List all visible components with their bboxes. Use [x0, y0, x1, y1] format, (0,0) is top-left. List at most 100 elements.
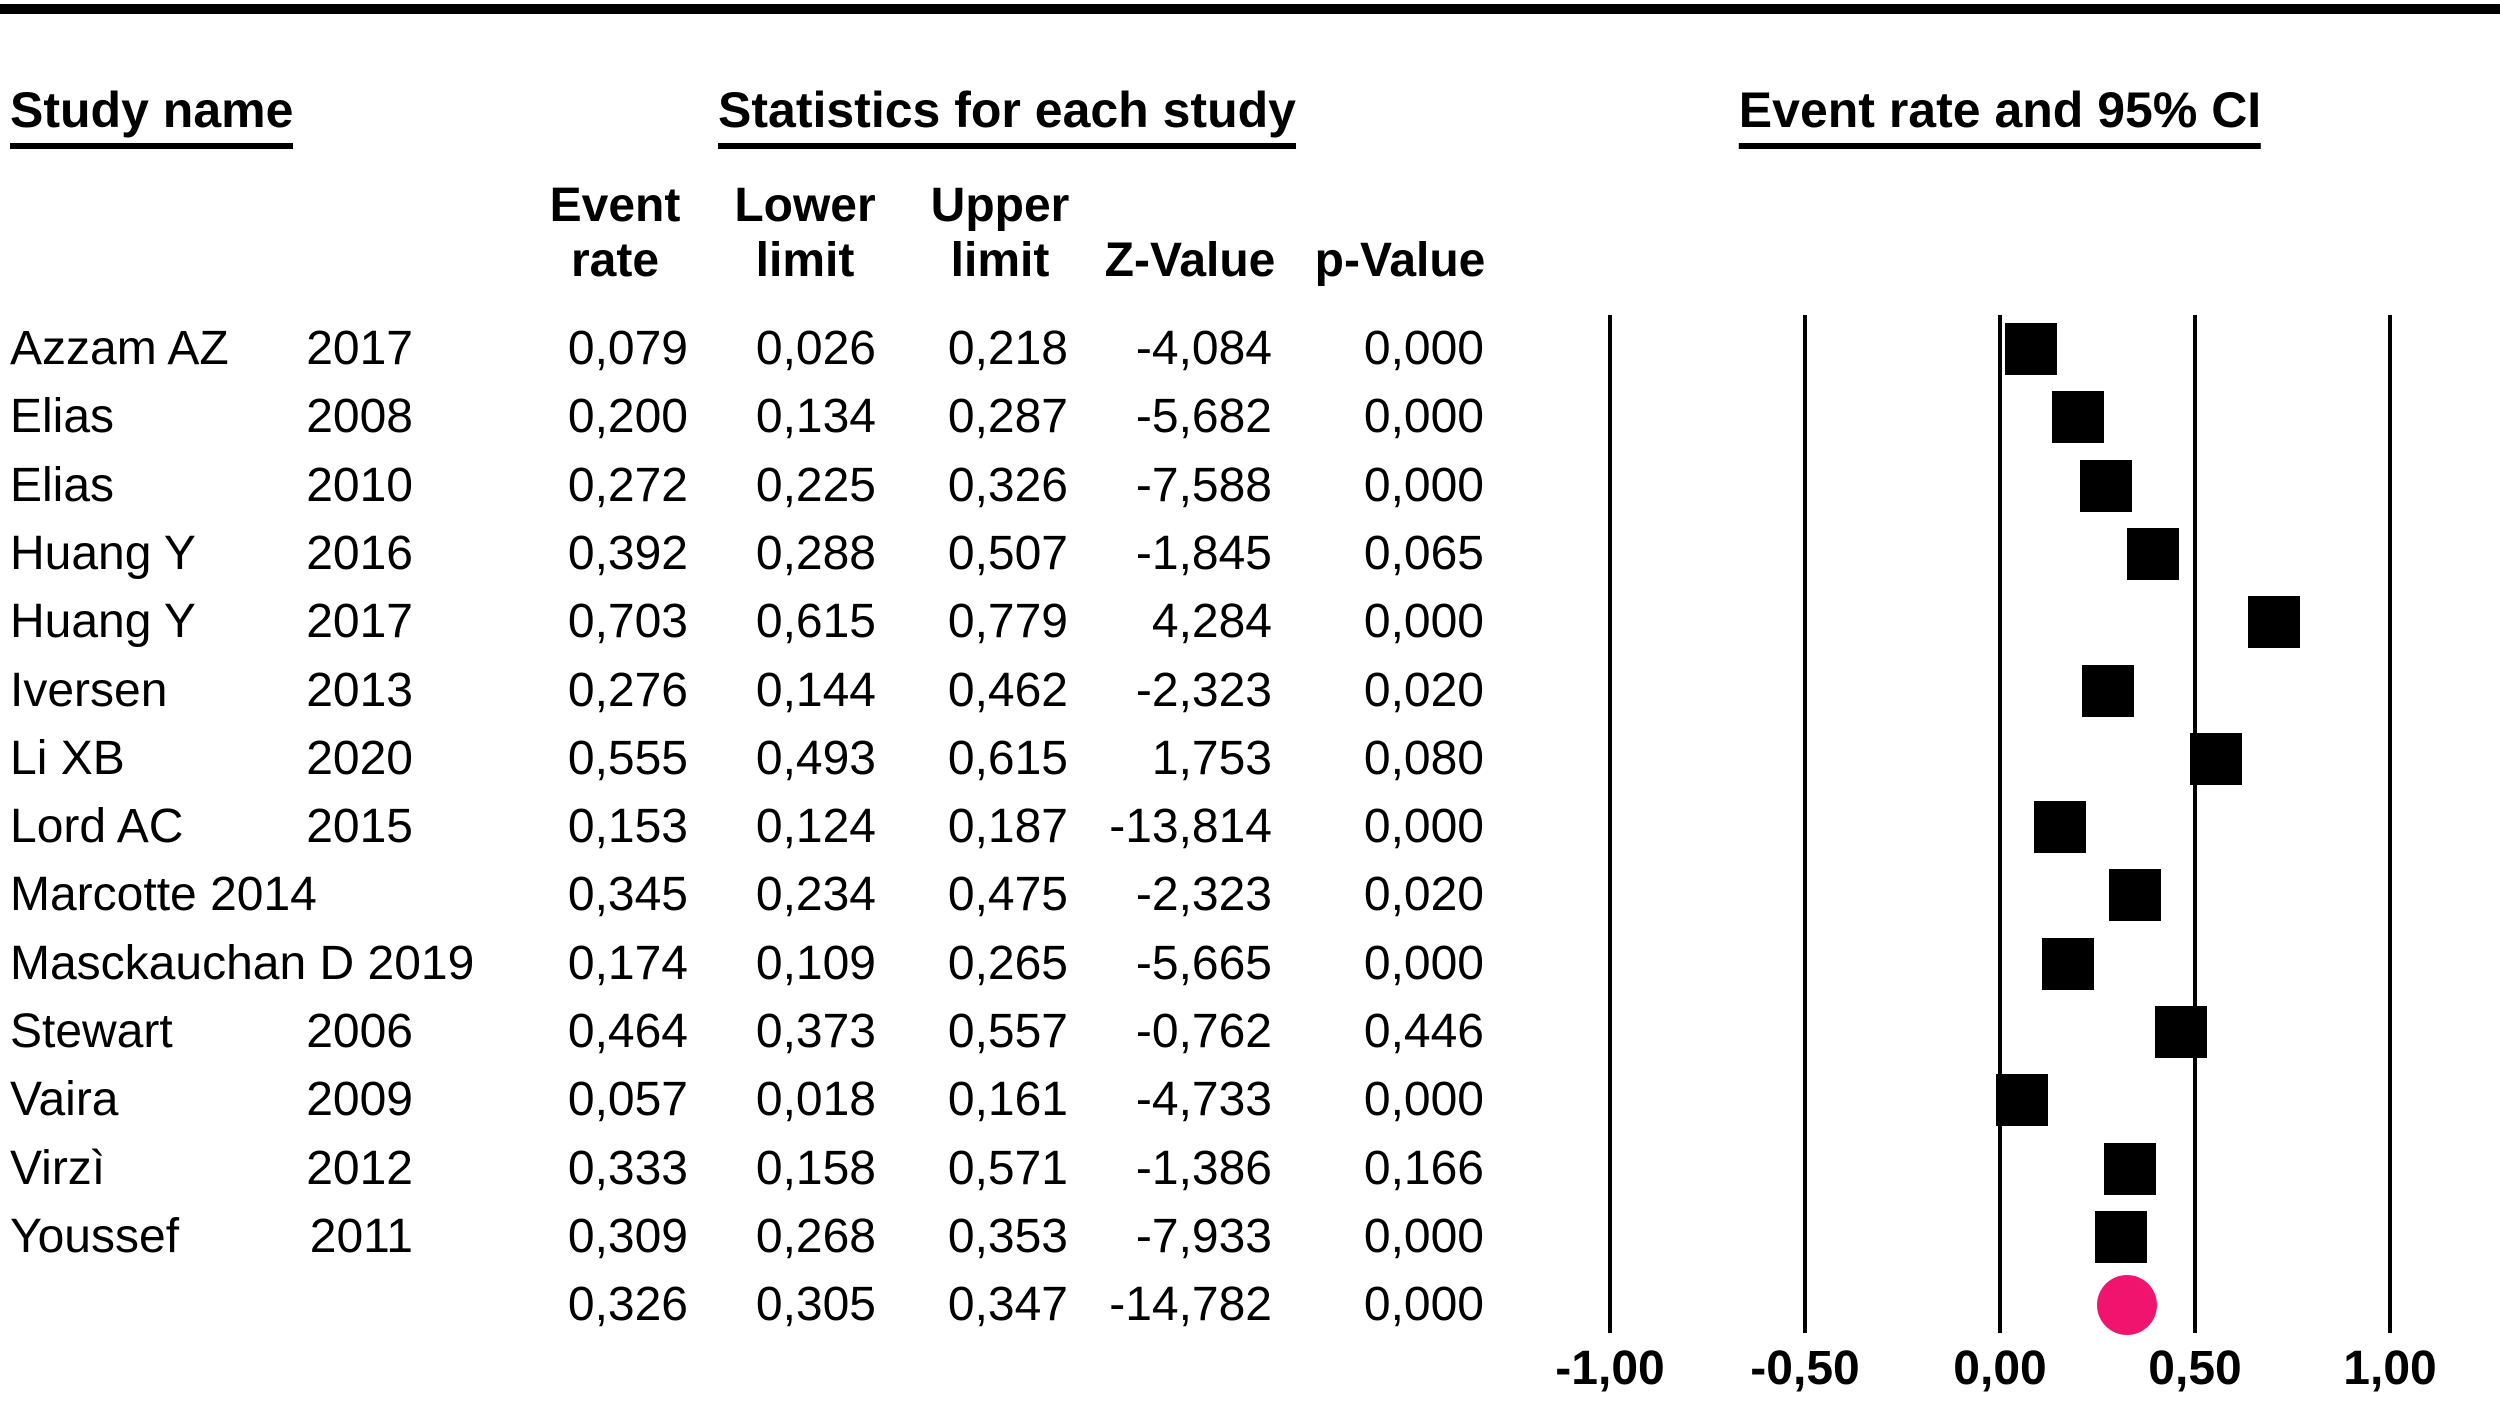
z-value: -2,323: [1135, 868, 1272, 921]
event-rate-value: 0,272: [567, 459, 688, 512]
p-value: 0,020: [1363, 664, 1484, 717]
event-rate-value: 0,326: [567, 1278, 688, 1331]
lower-limit-value: 0,234: [755, 868, 876, 921]
col-header-event: Event: [549, 179, 681, 232]
p-value: 0,166: [1363, 1142, 1484, 1195]
lower-limit-value: 0,124: [755, 800, 876, 853]
axis-gridline: [1998, 315, 2002, 1333]
z-value: -5,665: [1135, 937, 1272, 990]
lower-limit-value: 0,493: [755, 732, 876, 785]
lower-limit-value: 0,225: [755, 459, 876, 512]
p-value: 0,080: [1363, 732, 1484, 785]
z-value: -0,762: [1135, 1005, 1272, 1058]
axis-gridline: [2388, 315, 2392, 1333]
event-rate-value: 0,703: [567, 595, 688, 648]
lower-limit-value: 0,615: [755, 595, 876, 648]
event-rate-value: 0,555: [567, 732, 688, 785]
study-year: 2006: [306, 1005, 413, 1058]
lower-limit-value: 0,373: [755, 1005, 876, 1058]
event-rate-value: 0,174: [567, 937, 688, 990]
study-event-rate-marker: [2126, 527, 2179, 580]
axis-tick-label: 0,50: [2148, 1342, 2242, 1395]
study-year: 2010: [306, 459, 413, 512]
summary-event-rate-marker: [2097, 1275, 2158, 1336]
upper-limit-value: 0,265: [947, 937, 1068, 990]
upper-limit-value: 0,571: [947, 1142, 1068, 1195]
study-event-rate-marker: [2033, 801, 2086, 854]
axis-gridline: [1803, 315, 1807, 1333]
study-event-rate-marker: [2041, 937, 2094, 990]
study-event-rate-marker: [2108, 869, 2161, 922]
lower-limit-value: 0,144: [755, 664, 876, 717]
lower-limit-value: 0,305: [755, 1278, 876, 1331]
study-event-rate-marker: [1996, 1074, 2049, 1127]
z-value: -1,386: [1135, 1142, 1272, 1195]
p-value: 0,000: [1363, 390, 1484, 443]
study-year: 2020: [306, 732, 413, 785]
study-year: 2017: [306, 595, 413, 648]
statistics-header-label: Statistics for each study: [718, 84, 1296, 149]
col-header-z-value: Z-Value: [1104, 234, 1276, 287]
lower-limit-value: 0,268: [755, 1210, 876, 1263]
event-rate-value: 0,276: [567, 664, 688, 717]
upper-limit-value: 0,615: [947, 732, 1068, 785]
study-name-header: Study name: [10, 84, 294, 149]
study-event-rate-marker: [2081, 664, 2134, 717]
p-value: 0,000: [1363, 800, 1484, 853]
lower-limit-value: 0,158: [755, 1142, 876, 1195]
col-header-upper-limit: limit: [950, 234, 1050, 287]
p-value: 0,020: [1363, 868, 1484, 921]
z-value: -5,682: [1135, 390, 1272, 443]
upper-limit-value: 0,187: [947, 800, 1068, 853]
study-name: Virzì: [10, 1142, 106, 1195]
study-year: 2015: [306, 800, 413, 853]
study-event-rate-marker: [2052, 391, 2104, 444]
study-event-rate-marker: [2103, 1142, 2156, 1195]
z-value: -13,814: [1109, 800, 1272, 853]
study-name: Youssef: [10, 1210, 180, 1263]
p-value: 0,000: [1363, 322, 1484, 375]
event-rate-value: 0,079: [567, 322, 688, 375]
upper-limit-value: 0,353: [947, 1210, 1068, 1263]
study-name: Masckauchan D 2019: [10, 937, 475, 990]
upper-limit-value: 0,287: [947, 390, 1068, 443]
p-value: 0,446: [1363, 1005, 1484, 1058]
study-name: Stewart: [10, 1005, 173, 1058]
col-header-rate: rate: [570, 234, 660, 287]
col-header-p-value: p-Value: [1314, 234, 1486, 287]
study-year: 2013: [306, 664, 413, 717]
study-year: 2012: [306, 1142, 413, 1195]
study-event-rate-marker: [2248, 596, 2301, 649]
z-value: 1,753: [1151, 732, 1272, 785]
p-value: 0,000: [1363, 1278, 1484, 1331]
z-value: -7,933: [1135, 1210, 1272, 1263]
study-year: 2008: [306, 390, 413, 443]
upper-limit-value: 0,475: [947, 868, 1068, 921]
event-rate-value: 0,309: [567, 1210, 688, 1263]
upper-limit-value: 0,326: [947, 459, 1068, 512]
study-event-rate-marker: [2080, 459, 2133, 512]
upper-limit-value: 0,161: [947, 1073, 1068, 1126]
upper-limit-value: 0,779: [947, 595, 1068, 648]
study-event-rate-marker: [2094, 1210, 2147, 1263]
study-name: Elias: [10, 390, 115, 443]
axis-tick-label: 1,00: [2343, 1342, 2437, 1395]
study-event-rate-marker: [2154, 1006, 2207, 1058]
z-value: -4,084: [1135, 322, 1272, 375]
axis-gridline: [2193, 315, 2197, 1333]
z-value: 4,284: [1151, 595, 1272, 648]
lower-limit-value: 0,026: [755, 322, 876, 375]
study-year: 2009: [306, 1073, 413, 1126]
z-value: -14,782: [1109, 1278, 1272, 1331]
p-value: 0,000: [1363, 937, 1484, 990]
lower-limit-value: 0,109: [755, 937, 876, 990]
study-name: Huang Y: [10, 527, 196, 580]
z-value: -2,323: [1135, 664, 1272, 717]
study-name: Li XB: [10, 732, 125, 785]
col-header-lower: Lower: [734, 179, 876, 232]
p-value: 0,065: [1363, 527, 1484, 580]
event-rate-value: 0,200: [567, 390, 688, 443]
axis-tick-label: 0,00: [1953, 1342, 2047, 1395]
study-name: Iversen: [10, 664, 168, 717]
study-name: Elias: [10, 459, 115, 512]
